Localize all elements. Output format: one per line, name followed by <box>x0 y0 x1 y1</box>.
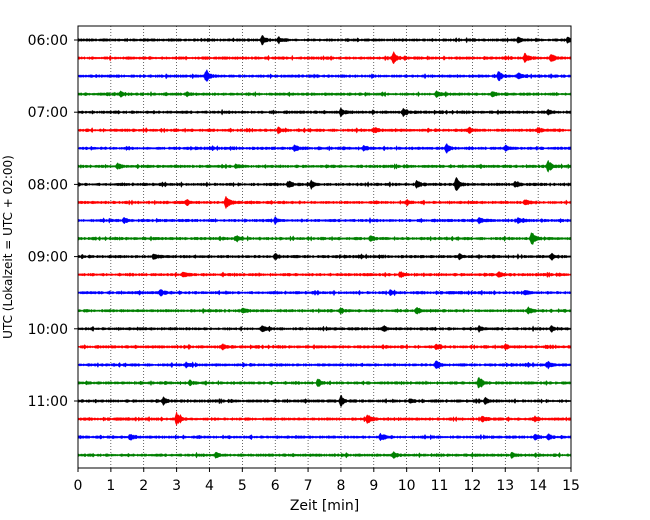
x-tick-label: 2 <box>139 478 148 494</box>
x-tick-label: 0 <box>74 478 83 494</box>
plot-frame <box>77 25 572 469</box>
x-tick-label: 11 <box>431 478 449 494</box>
x-tick-label: 3 <box>172 478 181 494</box>
trace-09:15 <box>77 271 572 279</box>
y-axis-ticks: 06:00 07:00 08:00 09:00 10:00 11:00 <box>28 33 78 410</box>
trace-10:45 <box>77 376 572 389</box>
x-axis-ticks: 0 1 2 3 4 5 6 7 8 9 10 11 12 13 14 15 <box>74 468 580 494</box>
x-tick-label: 7 <box>304 478 313 494</box>
x-tick-label: 9 <box>369 478 378 494</box>
y-tick-label: 08:00 <box>28 177 68 193</box>
trace-11:00 <box>77 394 572 407</box>
trace-06:30 <box>77 69 572 83</box>
trace-06:45 <box>77 90 572 98</box>
trace-07:45 <box>77 159 572 173</box>
x-tick-label: 15 <box>562 478 580 494</box>
x-tick-label: 8 <box>336 478 345 494</box>
seismic-traces <box>77 35 572 459</box>
trace-09:45 <box>77 306 572 315</box>
trace-10:00 <box>77 324 572 334</box>
y-tick-label: 11:00 <box>28 394 68 410</box>
trace-08:15 <box>77 195 572 210</box>
y-tick-label: 10:00 <box>28 322 68 338</box>
y-tick-label: 06:00 <box>28 33 68 49</box>
trace-08:45 <box>77 232 572 245</box>
trace-09:00 <box>77 252 572 261</box>
y-axis-label: UTC (Lokalzeit = UTC + 02:00) <box>1 155 15 339</box>
trace-11:30 <box>77 432 572 442</box>
trace-08:00 <box>77 176 572 191</box>
trace-07:30 <box>77 143 572 154</box>
x-axis-label: Zeit [min] <box>290 498 359 514</box>
x-tick-label: 6 <box>271 478 280 494</box>
trace-06:00 <box>77 35 572 46</box>
trace-10:15 <box>77 343 572 351</box>
x-tick-label: 13 <box>496 478 514 494</box>
x-tick-label: 12 <box>463 478 481 494</box>
x-tick-label: 14 <box>529 478 547 494</box>
y-tick-label: 09:00 <box>28 250 68 266</box>
x-tick-label: 10 <box>398 478 416 494</box>
trace-11:15 <box>77 410 572 426</box>
x-tick-label: 4 <box>205 478 214 494</box>
trace-10:30 <box>77 360 572 370</box>
x-tick-label: 5 <box>238 478 247 494</box>
trace-08:30 <box>77 215 572 226</box>
trace-09:30 <box>77 289 572 297</box>
y-tick-label: 07:00 <box>28 105 68 121</box>
trace-07:15 <box>77 126 572 135</box>
trace-11:45 <box>77 451 572 459</box>
trace-07:00 <box>77 107 572 118</box>
trace-06:15 <box>77 50 572 65</box>
x-tick-label: 1 <box>106 478 115 494</box>
